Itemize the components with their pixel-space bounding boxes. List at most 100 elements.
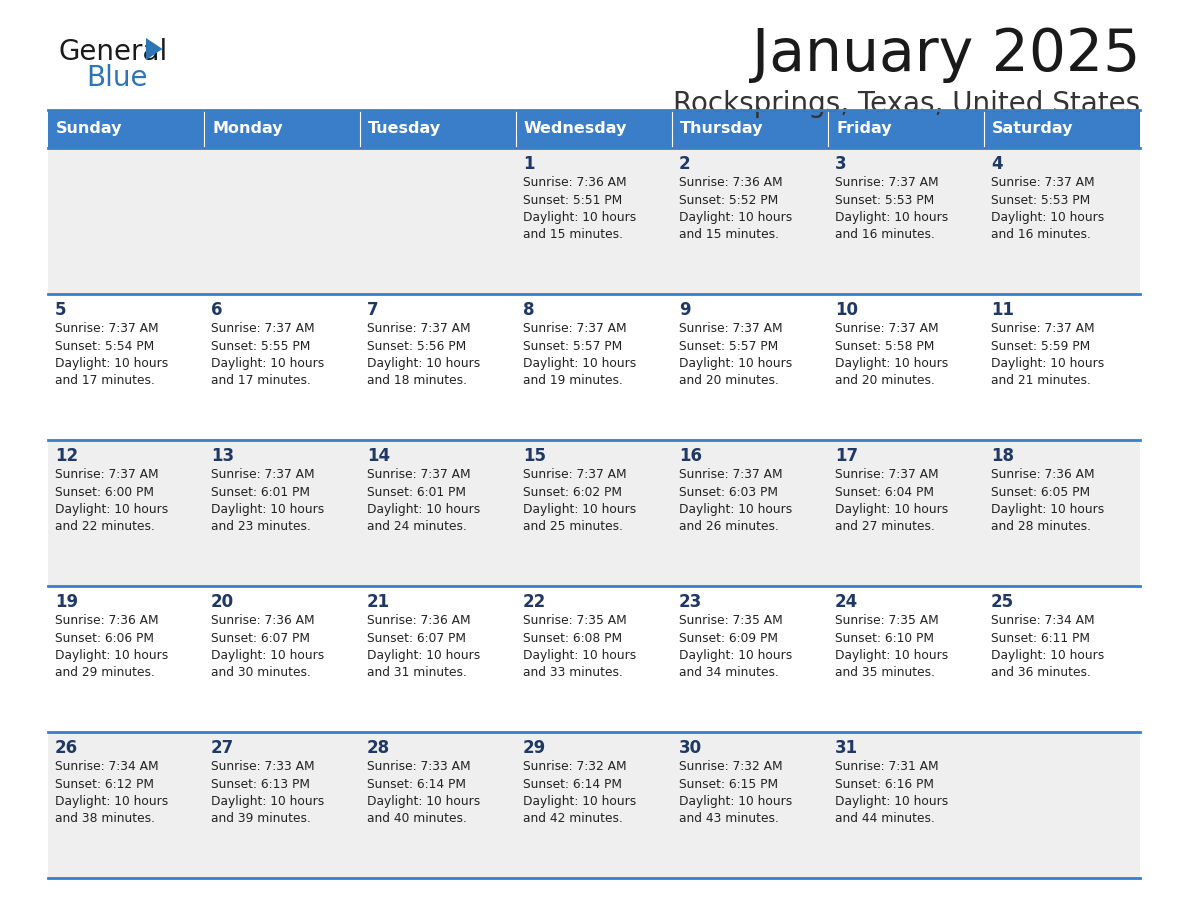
Text: 17: 17 <box>835 447 858 465</box>
Text: Sunrise: 7:37 AM: Sunrise: 7:37 AM <box>835 176 939 189</box>
Text: and 26 minutes.: and 26 minutes. <box>680 521 779 533</box>
Bar <box>672 732 828 878</box>
Text: Sunset: 6:06 PM: Sunset: 6:06 PM <box>55 632 154 644</box>
Bar <box>828 294 984 440</box>
Text: 22: 22 <box>523 593 546 611</box>
Text: 27: 27 <box>211 739 234 757</box>
Bar <box>516 586 672 732</box>
Text: Daylight: 10 hours: Daylight: 10 hours <box>55 357 169 370</box>
Text: 2: 2 <box>680 155 690 173</box>
Text: and 31 minutes.: and 31 minutes. <box>367 666 467 679</box>
Bar <box>204 732 360 878</box>
Text: Monday: Monday <box>211 121 283 137</box>
Text: and 17 minutes.: and 17 minutes. <box>211 375 311 387</box>
Text: Daylight: 10 hours: Daylight: 10 hours <box>523 795 637 808</box>
Text: Sunrise: 7:37 AM: Sunrise: 7:37 AM <box>991 176 1094 189</box>
Bar <box>360 148 516 294</box>
Bar <box>828 148 984 294</box>
Bar <box>828 732 984 878</box>
Text: Sunset: 6:16 PM: Sunset: 6:16 PM <box>835 778 934 790</box>
Text: and 24 minutes.: and 24 minutes. <box>367 521 467 533</box>
Text: Sunset: 6:07 PM: Sunset: 6:07 PM <box>211 632 310 644</box>
Bar <box>204 110 360 148</box>
Text: and 29 minutes.: and 29 minutes. <box>55 666 154 679</box>
Bar <box>672 294 828 440</box>
Text: Daylight: 10 hours: Daylight: 10 hours <box>367 503 480 516</box>
Text: Daylight: 10 hours: Daylight: 10 hours <box>211 503 324 516</box>
Bar <box>984 294 1140 440</box>
Text: Saturday: Saturday <box>992 121 1074 137</box>
Text: and 38 minutes.: and 38 minutes. <box>55 812 154 825</box>
Text: and 15 minutes.: and 15 minutes. <box>523 229 623 241</box>
Text: 23: 23 <box>680 593 702 611</box>
Text: and 25 minutes.: and 25 minutes. <box>523 521 623 533</box>
Text: Sunrise: 7:37 AM: Sunrise: 7:37 AM <box>523 322 626 335</box>
Bar <box>672 110 828 148</box>
Text: Daylight: 10 hours: Daylight: 10 hours <box>680 211 792 224</box>
Bar <box>360 586 516 732</box>
Bar <box>48 148 204 294</box>
Bar <box>984 148 1140 294</box>
Text: Sunrise: 7:37 AM: Sunrise: 7:37 AM <box>55 468 159 481</box>
Text: Sunset: 6:02 PM: Sunset: 6:02 PM <box>523 486 623 498</box>
Text: Sunset: 5:54 PM: Sunset: 5:54 PM <box>55 340 154 353</box>
Text: Sunrise: 7:37 AM: Sunrise: 7:37 AM <box>680 468 783 481</box>
Text: 10: 10 <box>835 301 858 319</box>
Text: 24: 24 <box>835 593 858 611</box>
Text: Daylight: 10 hours: Daylight: 10 hours <box>523 357 637 370</box>
Text: Sunrise: 7:36 AM: Sunrise: 7:36 AM <box>523 176 626 189</box>
Bar <box>672 586 828 732</box>
Text: Sunrise: 7:37 AM: Sunrise: 7:37 AM <box>55 322 159 335</box>
Text: Daylight: 10 hours: Daylight: 10 hours <box>991 503 1105 516</box>
Text: General: General <box>58 38 168 66</box>
Text: and 20 minutes.: and 20 minutes. <box>680 375 779 387</box>
Text: Daylight: 10 hours: Daylight: 10 hours <box>367 649 480 662</box>
Text: and 15 minutes.: and 15 minutes. <box>680 229 779 241</box>
Text: Daylight: 10 hours: Daylight: 10 hours <box>680 503 792 516</box>
Text: 26: 26 <box>55 739 78 757</box>
Bar <box>516 732 672 878</box>
Text: Sunrise: 7:35 AM: Sunrise: 7:35 AM <box>835 614 939 627</box>
Text: 16: 16 <box>680 447 702 465</box>
Text: and 19 minutes.: and 19 minutes. <box>523 375 623 387</box>
Text: 9: 9 <box>680 301 690 319</box>
Text: Sunrise: 7:37 AM: Sunrise: 7:37 AM <box>680 322 783 335</box>
Text: 29: 29 <box>523 739 546 757</box>
Text: Sunrise: 7:34 AM: Sunrise: 7:34 AM <box>991 614 1094 627</box>
Text: Daylight: 10 hours: Daylight: 10 hours <box>55 649 169 662</box>
Text: and 42 minutes.: and 42 minutes. <box>523 812 623 825</box>
Text: and 20 minutes.: and 20 minutes. <box>835 375 935 387</box>
Text: 28: 28 <box>367 739 390 757</box>
Text: 7: 7 <box>367 301 379 319</box>
Text: and 23 minutes.: and 23 minutes. <box>211 521 311 533</box>
Text: 15: 15 <box>523 447 546 465</box>
Text: and 17 minutes.: and 17 minutes. <box>55 375 154 387</box>
Bar <box>48 440 204 586</box>
Text: 31: 31 <box>835 739 858 757</box>
Text: Sunrise: 7:31 AM: Sunrise: 7:31 AM <box>835 760 939 773</box>
Text: 13: 13 <box>211 447 234 465</box>
Bar <box>984 732 1140 878</box>
Text: Daylight: 10 hours: Daylight: 10 hours <box>680 649 792 662</box>
Text: Sunrise: 7:33 AM: Sunrise: 7:33 AM <box>367 760 470 773</box>
Text: Daylight: 10 hours: Daylight: 10 hours <box>523 211 637 224</box>
Text: and 34 minutes.: and 34 minutes. <box>680 666 779 679</box>
Text: Sunset: 6:04 PM: Sunset: 6:04 PM <box>835 486 934 498</box>
Text: 12: 12 <box>55 447 78 465</box>
Text: Sunrise: 7:37 AM: Sunrise: 7:37 AM <box>211 468 315 481</box>
Text: Daylight: 10 hours: Daylight: 10 hours <box>991 649 1105 662</box>
Bar <box>516 148 672 294</box>
Text: Daylight: 10 hours: Daylight: 10 hours <box>523 649 637 662</box>
Text: and 36 minutes.: and 36 minutes. <box>991 666 1091 679</box>
Text: Sunset: 6:11 PM: Sunset: 6:11 PM <box>991 632 1091 644</box>
Text: Sunrise: 7:37 AM: Sunrise: 7:37 AM <box>835 468 939 481</box>
Bar <box>984 110 1140 148</box>
Text: 21: 21 <box>367 593 390 611</box>
Text: and 43 minutes.: and 43 minutes. <box>680 812 779 825</box>
Text: Daylight: 10 hours: Daylight: 10 hours <box>991 211 1105 224</box>
Bar <box>204 586 360 732</box>
Text: Sunset: 6:08 PM: Sunset: 6:08 PM <box>523 632 623 644</box>
Text: Daylight: 10 hours: Daylight: 10 hours <box>211 649 324 662</box>
Text: and 18 minutes.: and 18 minutes. <box>367 375 467 387</box>
Text: Sunset: 6:10 PM: Sunset: 6:10 PM <box>835 632 934 644</box>
